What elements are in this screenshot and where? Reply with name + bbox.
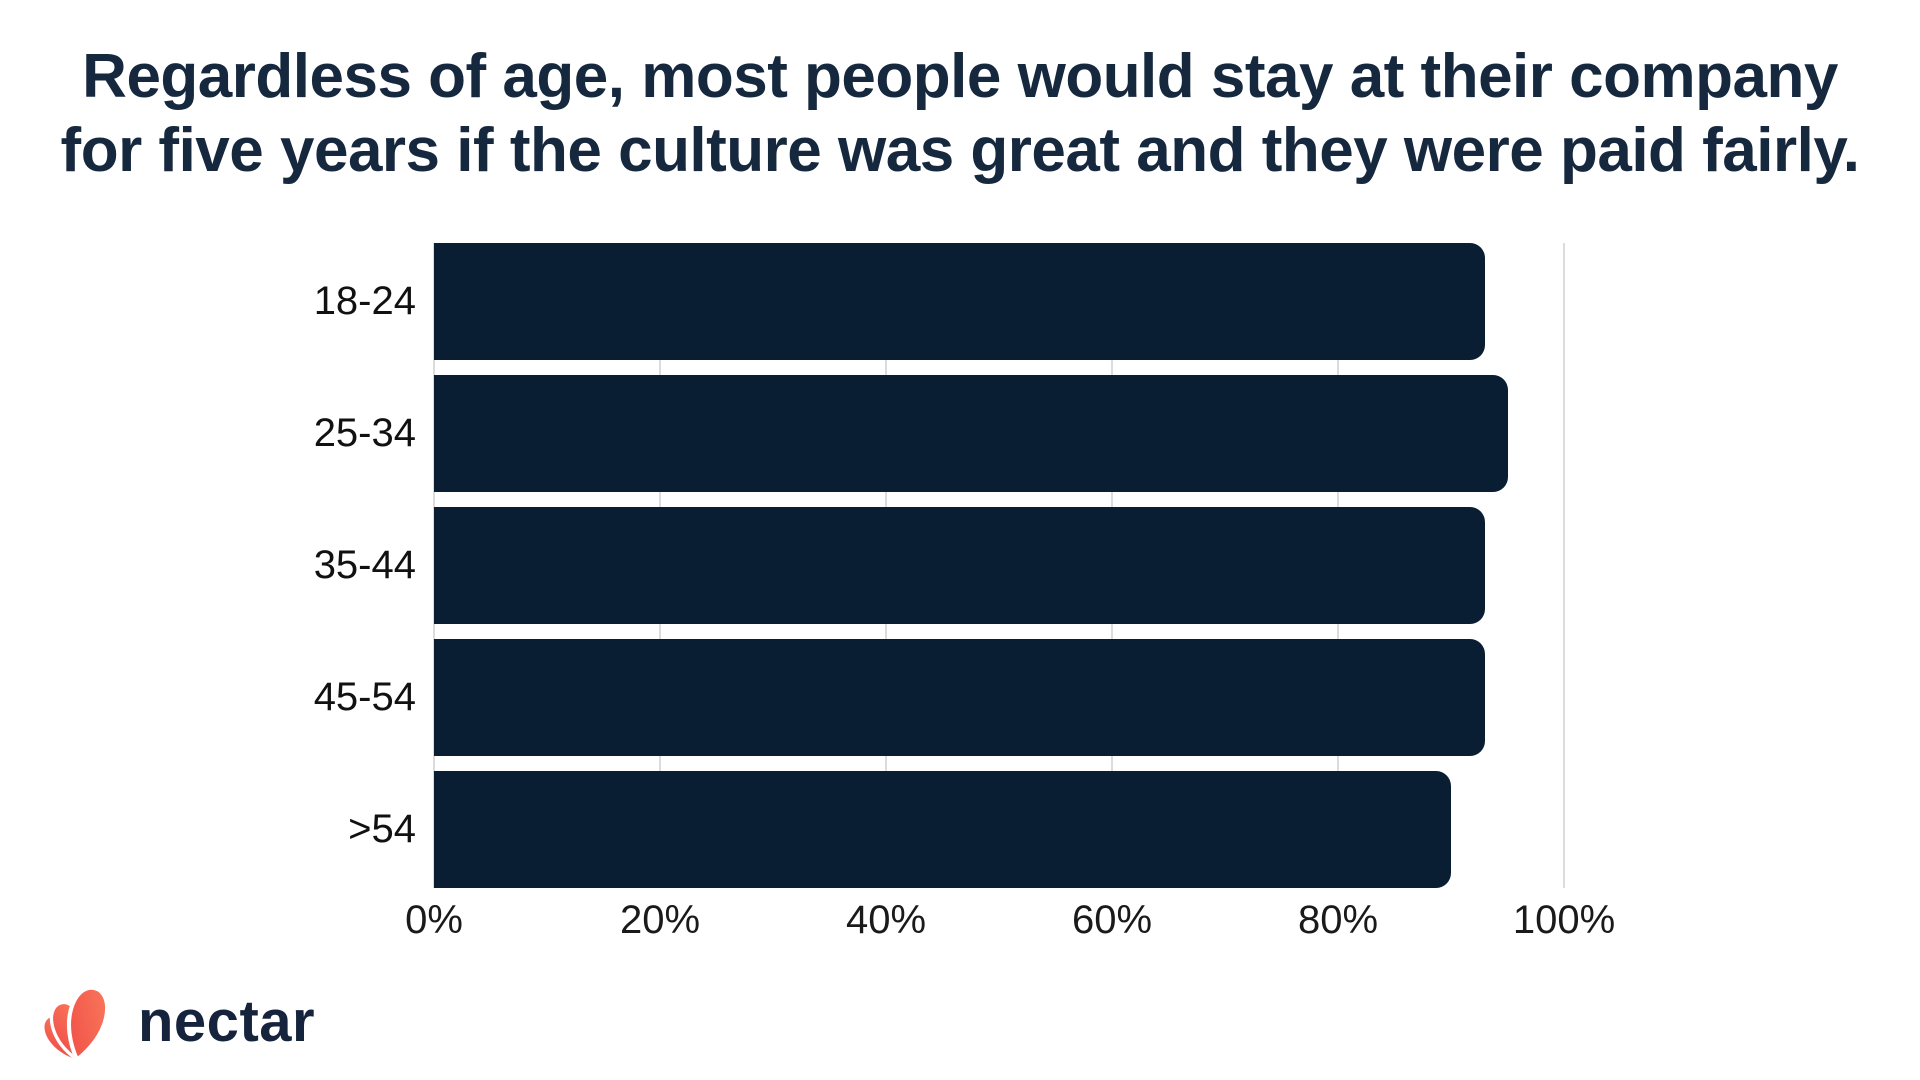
nectar-flower-icon [44,985,110,1063]
nectar-wordmark: nectar [138,989,316,1054]
bar-rows: 18-24 25-34 35-44 45-54 >54 [0,243,1564,888]
bar-track [434,243,1564,360]
gridline-100 [1563,243,1565,888]
category-label: 18-24 [313,279,416,323]
category-label: 45-54 [313,675,416,719]
bar-row: 45-54 [0,639,1564,756]
x-axis: 0% 20% 40% 60% 80% 100% [405,898,1615,950]
bar-row: 35-44 [0,507,1564,624]
bar-track [434,507,1564,624]
bar-track [434,375,1564,492]
chart-title-line1: Regardless of age, most people would sta… [82,42,1838,111]
nectar-logo: nectar [36,980,315,1064]
x-tick-0: 0% [405,898,463,942]
bar-35-44 [434,507,1485,624]
bar-track [434,771,1564,888]
x-tick-20: 20% [619,898,701,942]
category-label: >54 [348,807,416,851]
x-tick-60: 60% [1071,898,1153,942]
bar-18-24 [434,243,1485,360]
bar-row: 18-24 [0,243,1564,360]
x-tick-80: 80% [1297,898,1379,942]
bar-over-54 [434,771,1451,888]
bar-track [434,639,1564,756]
x-tick-100: 100% [1512,898,1616,942]
bar-45-54 [434,639,1485,756]
category-label: 35-44 [313,543,416,587]
chart-title-line2: for five years if the culture was great … [60,116,1860,185]
bar-row: >54 [0,771,1564,888]
category-label: 25-34 [313,411,416,455]
x-tick-40: 40% [845,898,927,942]
bar-row: 25-34 [0,375,1564,492]
chart-title: Regardless of age, most people would sta… [0,40,1920,188]
bar-25-34 [434,375,1508,492]
